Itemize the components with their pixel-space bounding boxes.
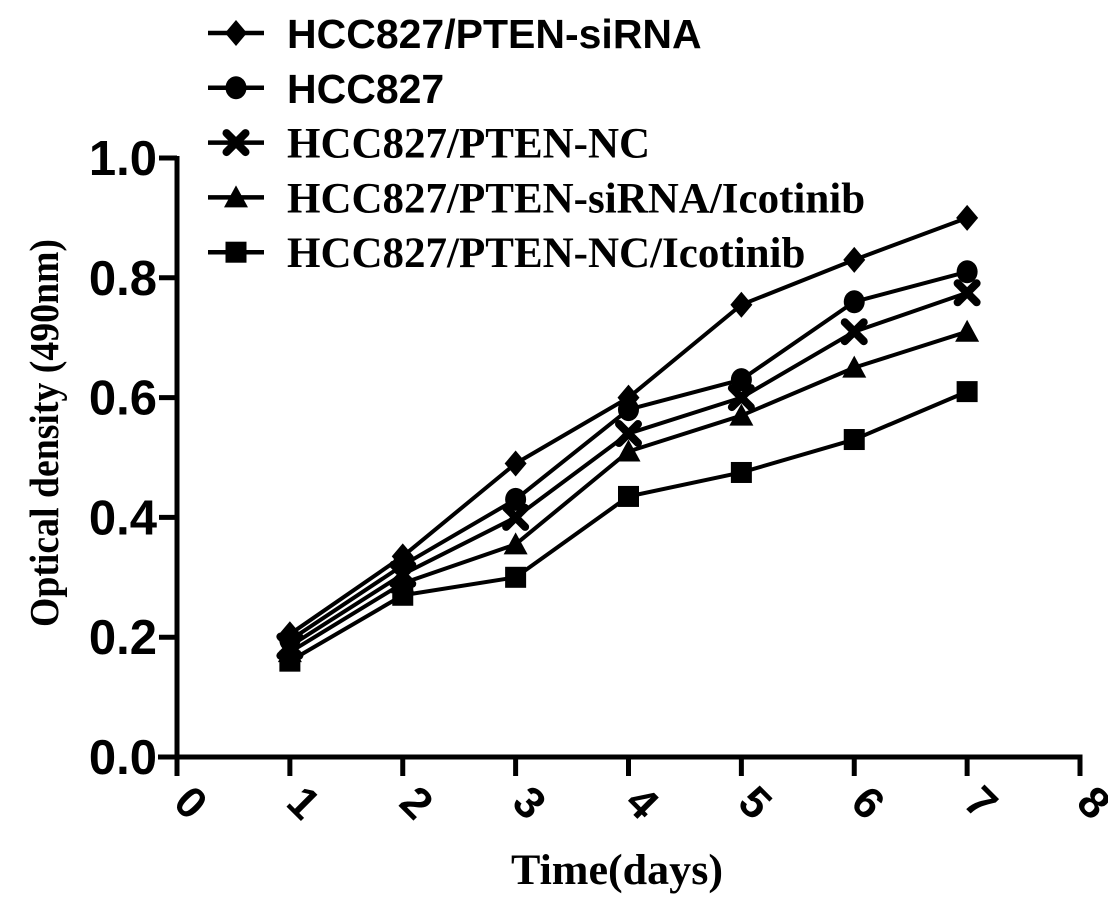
marker-s3-day6-triangle-icon [842, 355, 867, 378]
legend-item-0: HCC827/PTEN-siRNA [208, 11, 702, 57]
legend-item-2: HCC827/PTEN-NC [208, 121, 650, 168]
x-tick-label: 7 [955, 777, 1007, 829]
y-axis-title: Optical density (490nm) [21, 239, 67, 627]
marker-s3-day4-triangle-icon [616, 439, 641, 462]
legend-marker-1-circle-icon [225, 76, 247, 100]
legend-item-3: HCC827/PTEN-siRNA/Icotinib [208, 175, 865, 222]
x-tick-label: 3 [503, 777, 555, 829]
marker-s3-day3-triangle-icon [503, 532, 528, 555]
marker-s1-day3-circle-icon [505, 487, 527, 511]
marker-s4-day3-square-icon [505, 566, 527, 588]
x-stroke [727, 384, 755, 412]
x-tick-label: 1 [277, 777, 329, 829]
marker-s4-day6-square-icon [843, 429, 865, 451]
x-stroke [840, 318, 868, 346]
y-tick-label: 1.0 [89, 132, 157, 186]
legend-marker-4-square-icon [225, 241, 247, 263]
legend-label: HCC827/PTEN-NC/Icotinib [287, 230, 805, 277]
legend-label: HCC827 [287, 66, 444, 112]
legend-label: HCC827/PTEN-NC [287, 121, 650, 168]
marker-s0-day7-diamond-icon [956, 204, 979, 231]
marker-s0-day3-diamond-icon [504, 450, 527, 477]
marker-s2-day7-x-icon [953, 279, 981, 307]
marker-s2-day4-x-icon [615, 420, 642, 448]
x-tick-label: 8 [1068, 777, 1108, 829]
legend-marker-3-triangle-icon [224, 185, 248, 208]
marker-s1-day4-circle-icon [618, 398, 639, 422]
marker-s4-day4-square-icon [618, 485, 639, 507]
marker-s4-day2-square-icon [392, 584, 414, 606]
x-axis-title: Time(days) [511, 847, 723, 894]
x-stroke [222, 129, 250, 157]
marker-s4-day5-square-icon [730, 461, 752, 483]
marker-s2-day5-x-icon [727, 384, 755, 412]
x-tick-label: 0 [165, 777, 217, 829]
x-tick-label: 6 [842, 777, 894, 829]
y-tick-label: 0.2 [89, 611, 157, 665]
marker-s1-day6-circle-icon [843, 290, 865, 314]
legend-item-4: HCC827/PTEN-NC/Icotinib [208, 230, 805, 277]
marker-s2-day6-x-icon [840, 318, 868, 346]
marker-s1-day7-circle-icon [956, 260, 978, 284]
legend-marker-0-diamond-icon [225, 20, 247, 46]
marker-s4-day1-square-icon [279, 650, 301, 672]
legend-marker-2-x-icon [222, 129, 250, 157]
x-tick-label: 4 [616, 777, 668, 829]
marker-s3-day5-triangle-icon [729, 403, 754, 426]
y-tick-label: 0.6 [89, 372, 157, 426]
y-tick-label: 0.4 [89, 491, 157, 545]
marker-s1-day5-circle-icon [730, 368, 752, 392]
y-tick-label: 0.0 [89, 731, 157, 785]
marker-s2-day3-x-icon [502, 503, 530, 531]
marker-s0-day5-diamond-icon [730, 291, 753, 318]
x-stroke [502, 503, 530, 531]
x-stroke [953, 279, 981, 307]
marker-s4-day7-square-icon [956, 381, 978, 403]
legend-item-1: HCC827 [208, 66, 444, 112]
legend-label: HCC827/PTEN-siRNA [287, 11, 702, 57]
marker-s3-day7-triangle-icon [955, 319, 980, 342]
x-tick-label: 2 [390, 777, 442, 829]
marker-s0-day6-diamond-icon [843, 246, 866, 273]
x-stroke [615, 420, 642, 448]
legend-label: HCC827/PTEN-siRNA/Icotinib [287, 175, 865, 222]
y-tick-label: 0.8 [89, 252, 157, 306]
x-tick-label: 5 [729, 777, 781, 829]
data-series [276, 204, 981, 672]
legend: HCC827/PTEN-siRNA HCC827 HCC827/PTEN-NC HCC… [208, 11, 865, 277]
